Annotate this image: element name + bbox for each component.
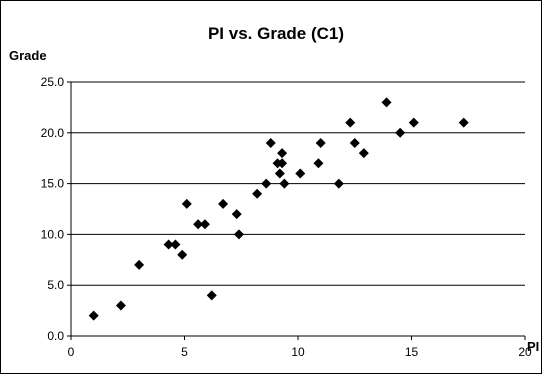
data-point [395, 127, 406, 138]
data-points [88, 97, 469, 321]
data-point [193, 219, 204, 230]
data-point [170, 239, 181, 250]
x-tick-label: 5 [181, 345, 188, 359]
data-point [233, 229, 244, 240]
data-point [163, 239, 174, 250]
axes [67, 81, 526, 340]
y-tick-label: 5.0 [47, 278, 64, 292]
y-tick-label: 10.0 [41, 227, 65, 241]
data-point [315, 137, 326, 148]
data-point [265, 137, 276, 148]
x-tick-label: 0 [68, 345, 75, 359]
data-point [218, 198, 229, 209]
data-point [115, 300, 126, 311]
x-tick-label: 10 [291, 345, 305, 359]
data-point [261, 178, 272, 189]
data-point [345, 117, 356, 128]
x-tick-label: 20 [518, 345, 532, 359]
data-point [349, 137, 360, 148]
x-axis-label: PI [527, 339, 539, 354]
y-tick-label: 20.0 [41, 126, 65, 140]
data-point [177, 249, 188, 260]
gridlines [71, 81, 525, 286]
data-point [408, 117, 419, 128]
data-point [313, 158, 324, 169]
y-tick-label: 25.0 [41, 75, 65, 89]
data-point [279, 178, 290, 189]
y-tick-labels: 0.0 5.0 10.0 15.0 20.0 25.0 [41, 75, 65, 343]
data-point [277, 148, 288, 159]
data-point [206, 290, 217, 301]
data-point [134, 259, 145, 270]
data-point [458, 117, 469, 128]
x-tick-labels: 0 5 10 15 20 [68, 345, 532, 359]
data-point [199, 219, 210, 230]
data-point [333, 178, 344, 189]
data-point [295, 168, 306, 179]
y-tick-label: 0.0 [47, 329, 64, 343]
data-point [381, 97, 392, 108]
y-axis-label: Grade [9, 48, 47, 63]
data-point [358, 148, 369, 159]
data-point [252, 188, 263, 199]
data-point [274, 168, 285, 179]
x-tick-label: 15 [405, 345, 419, 359]
chart-title: PI vs. Grade (C1) [208, 24, 344, 43]
data-point [88, 310, 99, 321]
data-point [231, 209, 242, 220]
data-point [277, 158, 288, 169]
data-point [181, 198, 192, 209]
y-tick-label: 15.0 [41, 177, 65, 191]
